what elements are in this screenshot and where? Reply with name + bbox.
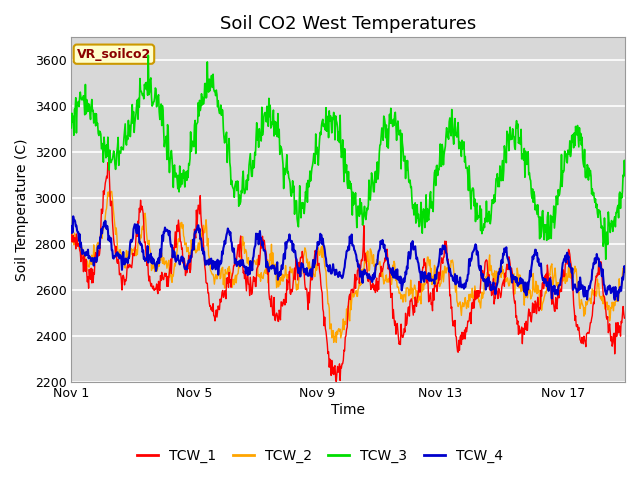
- TCW_3: [87, 104, 95, 109]
- TCW_4: [69, 214, 77, 219]
- TCW_4: [382, 247, 390, 253]
- TCW_4: [67, 230, 75, 236]
- Line: TCW_2: TCW_2: [71, 192, 625, 342]
- TCW_1: [299, 254, 307, 260]
- Line: TCW_4: TCW_4: [71, 216, 625, 300]
- TCW_3: [299, 200, 307, 205]
- TCW_2: [332, 339, 340, 345]
- TCW_4: [269, 264, 277, 270]
- TCW_4: [621, 268, 629, 274]
- TCW_3: [382, 135, 390, 141]
- TCW_1: [383, 249, 390, 254]
- Legend: TCW_1, TCW_2, TCW_3, TCW_4: TCW_1, TCW_2, TCW_3, TCW_4: [131, 443, 509, 468]
- TCW_2: [67, 232, 75, 238]
- X-axis label: Time: Time: [331, 403, 365, 417]
- TCW_3: [198, 102, 206, 108]
- TCW_2: [87, 262, 95, 267]
- TCW_3: [602, 256, 609, 262]
- Y-axis label: Soil Temperature (C): Soil Temperature (C): [15, 139, 29, 281]
- TCW_1: [269, 313, 277, 319]
- TCW_2: [198, 227, 206, 233]
- TCW_1: [67, 228, 75, 234]
- TCW_4: [515, 281, 523, 287]
- TCW_3: [67, 125, 75, 131]
- TCW_2: [269, 261, 277, 267]
- TCW_1: [87, 265, 95, 271]
- Title: Soil CO2 West Temperatures: Soil CO2 West Temperatures: [220, 15, 476, 33]
- Line: TCW_3: TCW_3: [71, 55, 625, 259]
- TCW_1: [621, 315, 629, 321]
- TCW_4: [198, 248, 206, 253]
- TCW_2: [621, 268, 629, 274]
- TCW_4: [88, 256, 95, 262]
- TCW_4: [299, 261, 307, 267]
- TCW_3: [145, 52, 152, 58]
- TCW_2: [383, 272, 390, 278]
- TCW_1: [198, 226, 206, 231]
- TCW_4: [614, 298, 622, 303]
- TCW_2: [299, 260, 307, 265]
- Text: VR_soilco2: VR_soilco2: [77, 48, 151, 60]
- TCW_1: [516, 330, 524, 336]
- Line: TCW_1: TCW_1: [71, 163, 625, 382]
- TCW_3: [621, 172, 629, 178]
- TCW_1: [332, 379, 340, 384]
- TCW_1: [104, 160, 112, 166]
- TCW_3: [269, 107, 277, 113]
- TCW_3: [515, 137, 523, 143]
- TCW_2: [108, 189, 116, 194]
- TCW_2: [516, 272, 524, 278]
